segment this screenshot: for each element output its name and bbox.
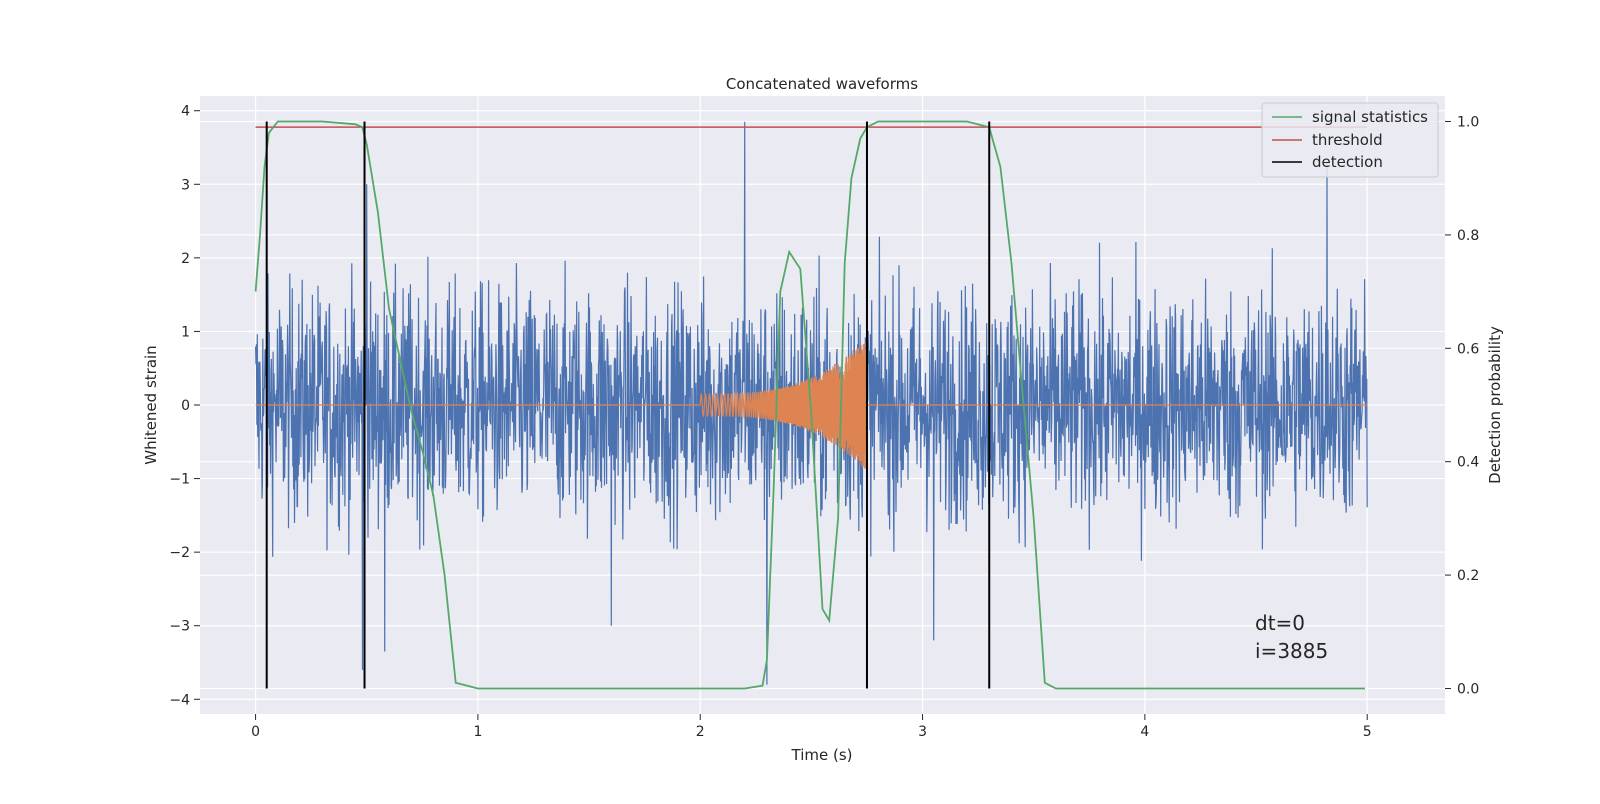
y-right-tick-label: 0.2 [1457,568,1479,584]
y-tick-label: −1 [169,472,190,488]
y-tick-label: 4 [181,104,190,120]
legend-label-signal-statistics: signal statistics [1312,108,1428,126]
x-axis-label: Time (s) [791,746,853,764]
y-right-tick-label: 0.4 [1457,455,1479,471]
injection-line [255,340,1368,469]
legend: signal statistics threshold detection [1261,102,1439,178]
y-tick-label: 2 [181,251,190,267]
legend-box [1261,102,1439,178]
y-right-tick-label: 1.0 [1457,115,1479,131]
y-tick-label: −2 [169,545,190,561]
x-tick-label: 4 [1140,724,1149,740]
x-tick-label: 5 [1363,724,1372,740]
annotation-i: i=3885 [1255,639,1328,663]
y-axis-right-label: Detection probability [1486,326,1504,484]
x-tick-label: 1 [473,724,482,740]
annotation-dt: dt=0 [1255,611,1305,635]
x-tick-label: 3 [918,724,927,740]
y-tick-label: 0 [181,398,190,414]
legend-label-threshold: threshold [1312,131,1383,149]
y-axis-label: Whitened strain [142,345,160,464]
y-right-tick-label: 0.8 [1457,228,1479,244]
x-tick-label: 0 [251,724,260,740]
x-tick-label: 2 [696,724,705,740]
y-right-tick-label: 0.6 [1457,341,1479,357]
y-tick-label: 3 [181,177,190,193]
y-tick-label: 1 [181,324,190,340]
ticks: 0 1 2 3 4 5 −4 −3 −2 −1 0 1 2 3 4 0.0 0.2 0.4 0.6 0.8 1.0 [169,104,1479,740]
plot-area [254,120,1368,690]
legend-label-detection: detection [1312,153,1383,171]
y-tick-label: −3 [169,619,190,635]
y-right-tick-label: 0.0 [1457,681,1479,697]
chart-title: Concatenated waveforms [726,75,918,93]
y-tick-label: −4 [169,692,190,708]
